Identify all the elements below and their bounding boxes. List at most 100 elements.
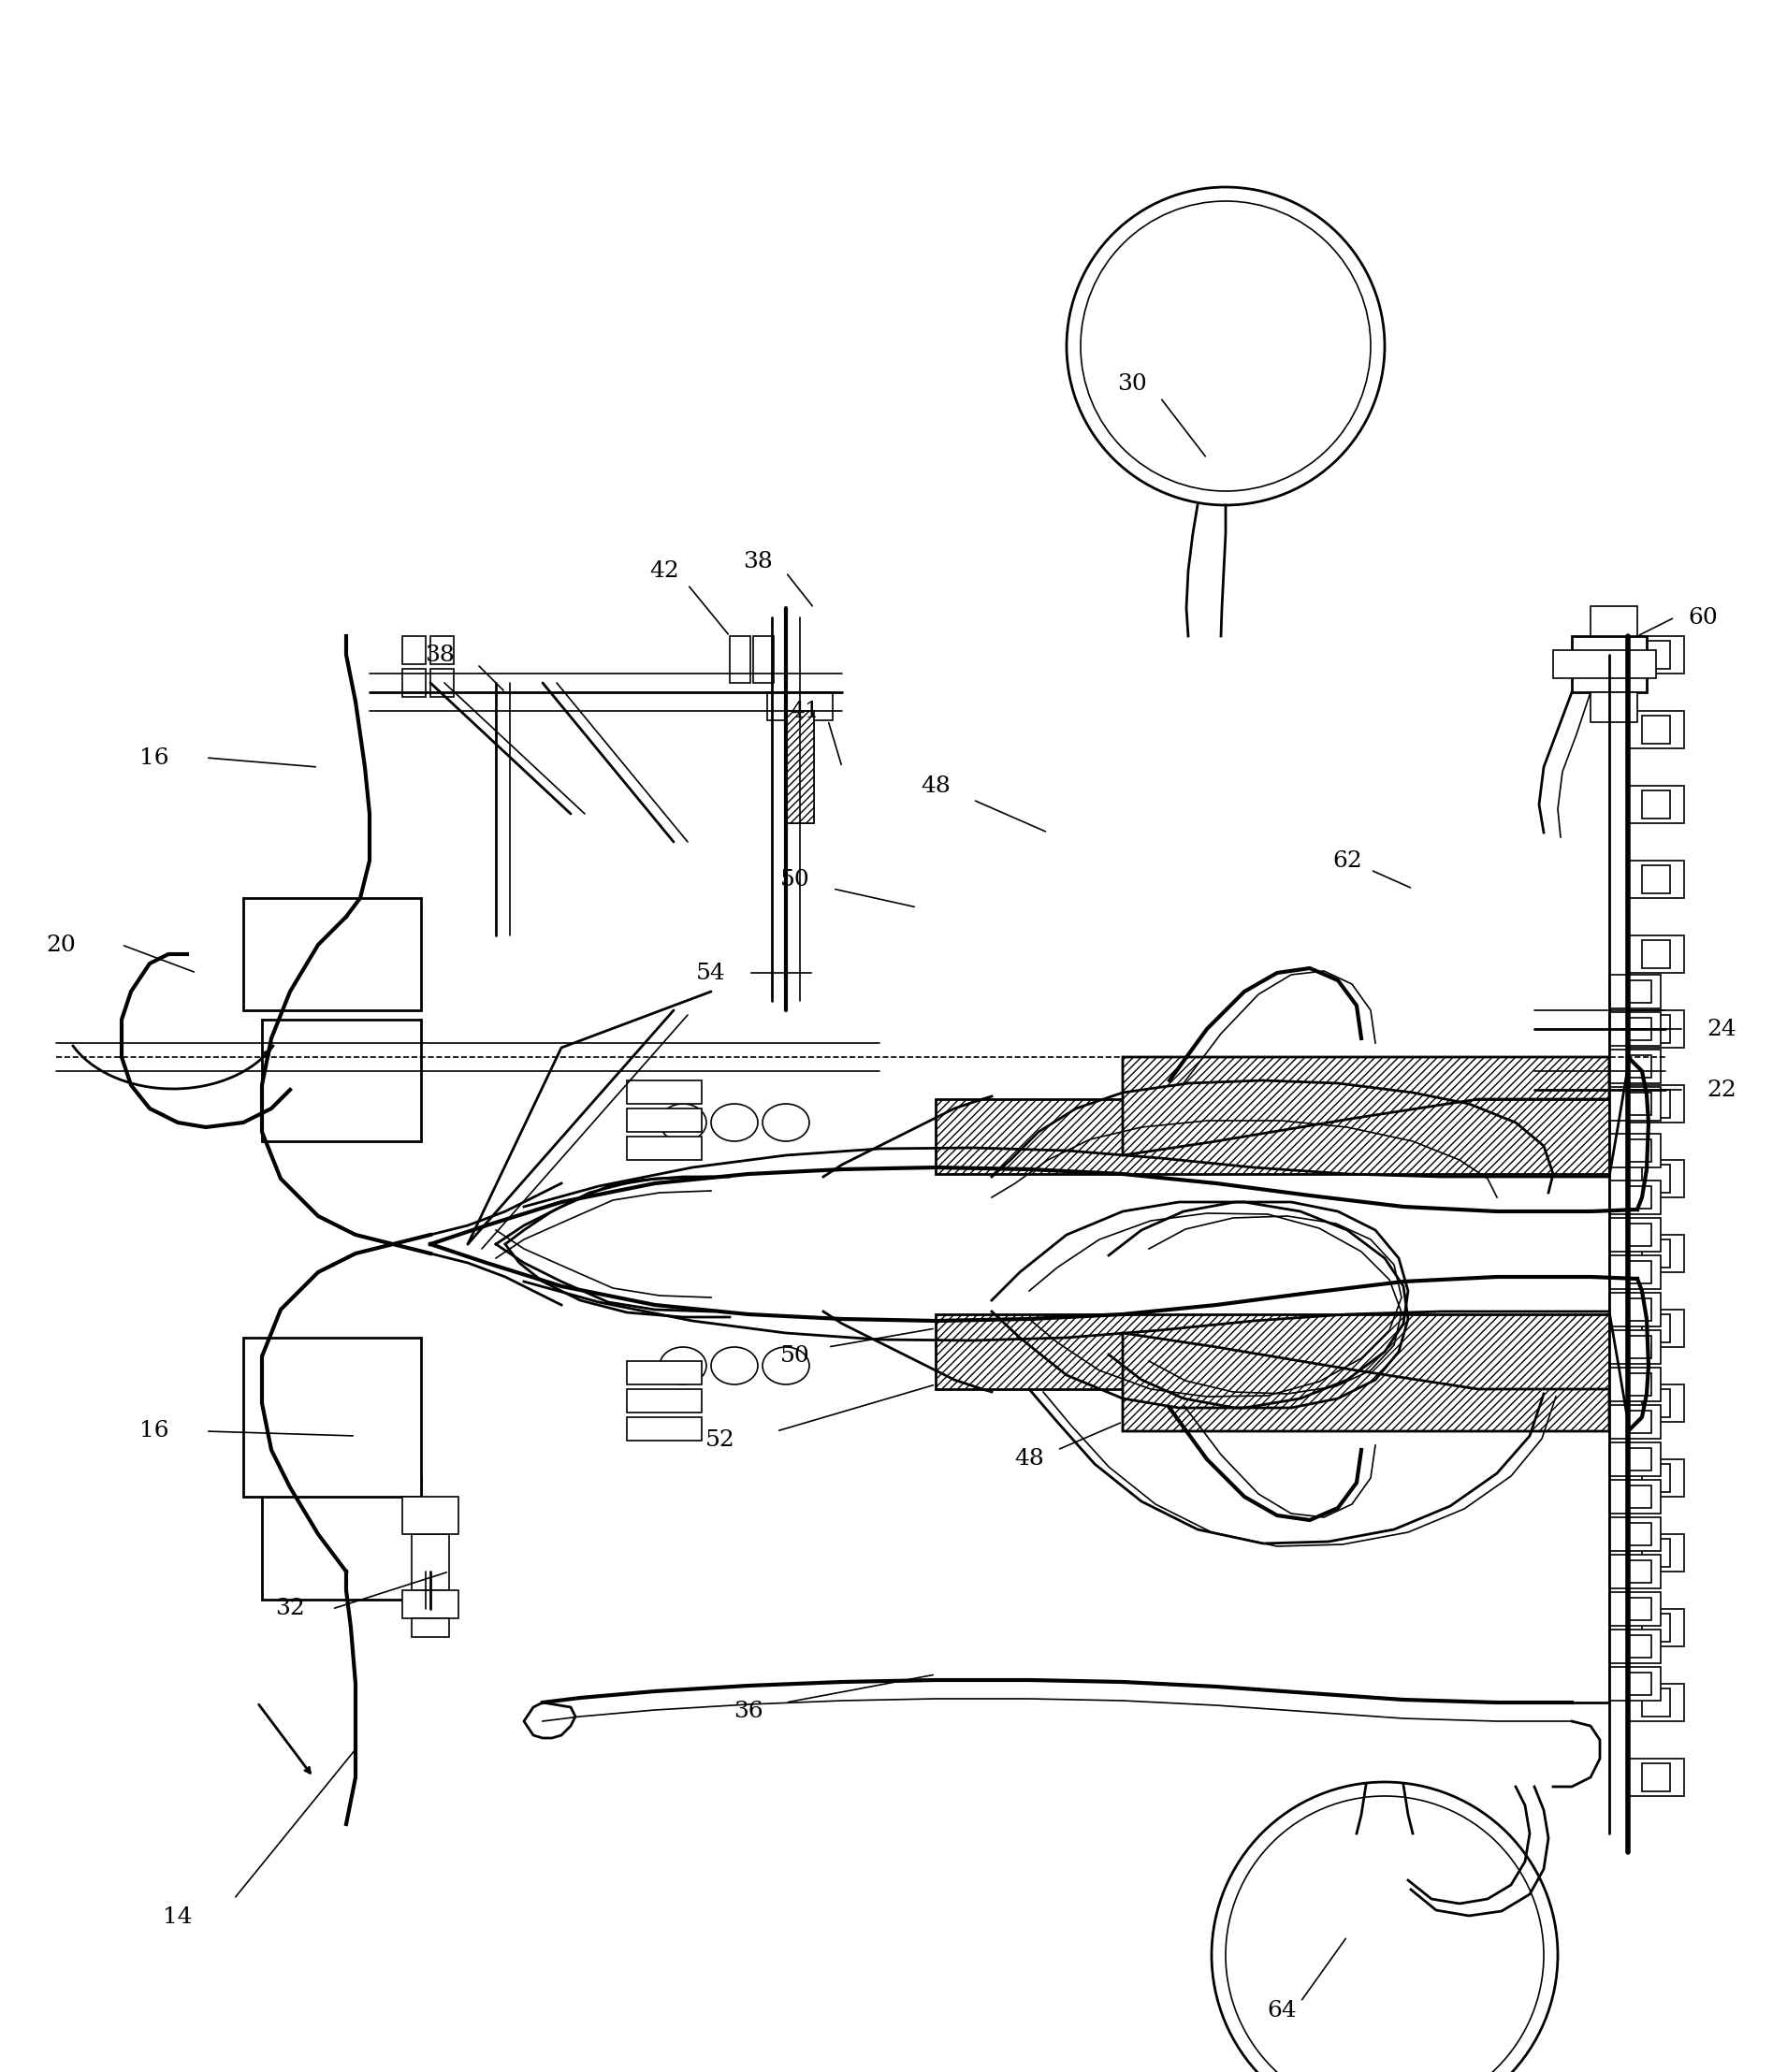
Bar	[1642, 1239, 1671, 1268]
Bar	[1642, 1465, 1671, 1492]
Bar	[1642, 640, 1671, 669]
Bar	[431, 669, 454, 696]
Bar	[1628, 1560, 1651, 1583]
Text: 50: 50	[781, 868, 810, 891]
Bar	[752, 636, 774, 684]
Bar	[1642, 1015, 1671, 1042]
Bar	[1628, 1225, 1651, 1245]
Text: 14: 14	[163, 1906, 193, 1929]
Bar	[1610, 1293, 1660, 1326]
Text: 36: 36	[734, 1701, 763, 1722]
Bar	[1610, 1517, 1660, 1552]
Bar	[263, 1019, 422, 1142]
Bar	[1628, 1086, 1683, 1123]
Bar	[1642, 866, 1671, 893]
Text: 60: 60	[1689, 607, 1717, 628]
Bar	[627, 1388, 702, 1413]
Bar	[1642, 1388, 1671, 1417]
Text: 16: 16	[139, 746, 170, 769]
Polygon shape	[936, 1314, 1610, 1388]
Bar	[1628, 1411, 1651, 1434]
Bar	[767, 692, 833, 721]
Text: 41: 41	[790, 700, 820, 721]
Bar	[243, 897, 422, 1011]
Bar	[1610, 1629, 1660, 1664]
Text: 38: 38	[425, 644, 454, 665]
Bar	[1610, 1591, 1660, 1627]
Polygon shape	[1122, 1332, 1610, 1432]
Bar	[1628, 1011, 1683, 1048]
Bar	[1628, 1092, 1651, 1115]
Bar	[1628, 1448, 1651, 1471]
Bar	[1610, 1181, 1660, 1214]
Bar	[1642, 1090, 1671, 1119]
Bar	[1642, 1689, 1671, 1716]
Bar	[402, 636, 425, 665]
Text: 24: 24	[1707, 1017, 1737, 1040]
Bar	[627, 1138, 702, 1160]
Bar	[1628, 1185, 1651, 1208]
Bar	[1628, 1533, 1683, 1571]
Polygon shape	[936, 1098, 1610, 1175]
Bar	[411, 1533, 449, 1589]
Bar	[1628, 1459, 1683, 1496]
Text: 38: 38	[743, 551, 772, 572]
Bar	[1628, 1759, 1683, 1796]
Text: 32: 32	[275, 1598, 306, 1620]
Bar	[1610, 1442, 1660, 1475]
Text: 62: 62	[1333, 850, 1362, 872]
Bar	[411, 1618, 449, 1637]
Polygon shape	[1122, 1057, 1610, 1156]
Bar	[243, 1339, 422, 1496]
Bar	[1610, 974, 1660, 1009]
Bar	[1628, 1374, 1651, 1397]
Text: 52: 52	[706, 1430, 734, 1450]
Bar	[1642, 1314, 1671, 1343]
Bar	[402, 1496, 459, 1533]
Bar	[1628, 1635, 1651, 1658]
Bar	[1628, 636, 1683, 673]
Bar	[1628, 1017, 1651, 1040]
Bar	[402, 1589, 459, 1618]
Bar	[1628, 1310, 1683, 1347]
Bar	[1628, 1672, 1651, 1695]
Text: 54: 54	[697, 961, 726, 984]
Bar	[627, 1109, 702, 1131]
Bar	[1628, 1598, 1651, 1620]
Text: 20: 20	[46, 934, 75, 955]
Bar	[1628, 860, 1683, 897]
Bar	[729, 636, 751, 684]
Bar	[1628, 1160, 1683, 1198]
Bar	[1628, 1140, 1651, 1162]
Bar	[1628, 1299, 1651, 1320]
Bar	[627, 1417, 702, 1440]
Bar	[1610, 1368, 1660, 1401]
Bar	[1610, 1218, 1660, 1251]
Bar	[1628, 785, 1683, 823]
Bar	[1573, 636, 1646, 692]
Bar	[1610, 1554, 1660, 1589]
Bar	[1610, 1668, 1660, 1701]
Polygon shape	[786, 711, 813, 823]
Text: 48: 48	[920, 775, 951, 796]
Bar	[1610, 1405, 1660, 1438]
Text: 48: 48	[1015, 1448, 1044, 1469]
Bar	[1642, 941, 1671, 968]
Bar	[1642, 1539, 1671, 1566]
Bar	[1628, 1055, 1651, 1077]
Bar	[1610, 1479, 1660, 1513]
Bar	[1590, 692, 1637, 723]
Text: 30: 30	[1117, 373, 1147, 394]
Bar	[1628, 711, 1683, 748]
Bar	[1642, 789, 1671, 818]
Text: 50: 50	[781, 1345, 810, 1368]
Bar	[1628, 1523, 1651, 1546]
Bar	[1610, 1051, 1660, 1084]
Bar	[1610, 1330, 1660, 1363]
Bar	[1610, 1133, 1660, 1167]
Bar	[1628, 1486, 1651, 1508]
Bar	[431, 636, 454, 665]
Bar	[1590, 607, 1637, 636]
Bar	[627, 1361, 702, 1384]
Bar	[1628, 1235, 1683, 1272]
